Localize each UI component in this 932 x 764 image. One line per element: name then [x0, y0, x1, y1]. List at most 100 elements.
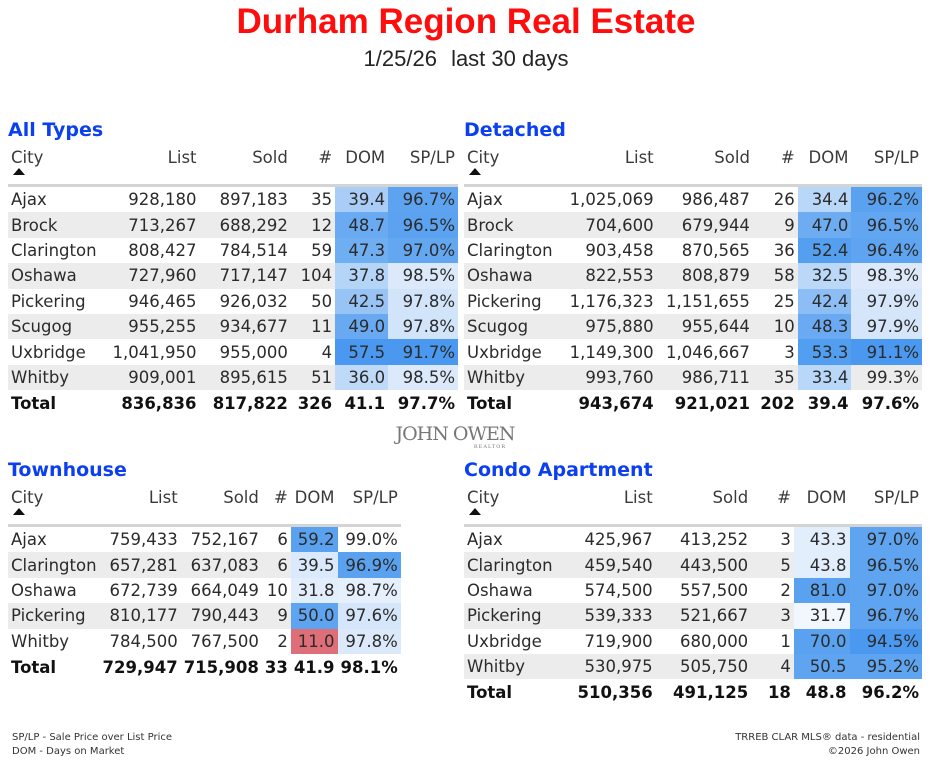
cell-splp: 91.1% — [851, 339, 922, 365]
cell-list: 1,041,950 — [112, 342, 197, 362]
sort-ascending-icon[interactable] — [469, 168, 481, 175]
cell-sold: 443,500 — [655, 552, 752, 578]
table-row[interactable]: Uxbridge 1,041,950 955,000 4 57.5 91.7% — [8, 339, 458, 365]
column-header-city[interactable]: City — [464, 484, 570, 527]
cell-city: Oshawa — [8, 263, 110, 289]
column-header-list[interactable]: List — [566, 144, 657, 187]
table-row[interactable]: Brock 704,600 679,944 9 47.0 96.5% — [464, 212, 922, 238]
table-row[interactable]: Ajax 1,025,069 986,487 26 34.4 96.2% — [464, 185, 922, 213]
table-row[interactable]: Scugog 955,255 934,677 11 49.0 97.8% — [8, 313, 458, 340]
table-row[interactable]: Oshawa 822,553 808,879 58 32.5 98.3% — [464, 263, 922, 289]
table-row[interactable]: Clarington 903,458 870,565 36 52.4 96.4% — [464, 237, 922, 264]
cell-dom: 11.0 — [290, 628, 338, 654]
cell-splp: 96.5% — [849, 552, 922, 578]
cell-splp: 96.7% — [388, 185, 458, 213]
table-row[interactable]: Oshawa 574,500 557,500 2 81.0 97.0% — [464, 577, 922, 604]
cell-city: Oshawa — [464, 263, 567, 289]
cell-splp: 98.7% — [337, 577, 401, 604]
column-header-count[interactable]: # — [751, 484, 794, 527]
cell-splp: 97.0% — [849, 577, 922, 604]
cell-sold: 1,046,667 — [665, 342, 750, 362]
column-header-list[interactable]: List — [569, 484, 656, 527]
table-row[interactable]: Ajax 928,180 897,183 35 39.4 96.7% — [8, 185, 458, 213]
table-row[interactable]: Oshawa 672,739 664,049 10 31.8 98.7% — [8, 577, 401, 604]
table-row[interactable]: Scugog 975,880 955,644 10 48.3 97.9% — [464, 313, 922, 340]
table-row[interactable]: Ajax 425,967 413,252 3 43.3 97.0% — [464, 525, 922, 553]
column-header-city[interactable]: City — [8, 484, 100, 527]
table-row[interactable]: Uxbridge 719,900 680,000 1 70.0 94.5% — [464, 628, 922, 654]
column-header-dom[interactable]: DOM — [797, 144, 852, 187]
table-row[interactable]: Pickering 1,176,323 1,151,655 25 42.4 97.9% — [464, 288, 922, 314]
column-header-list[interactable]: List — [109, 144, 200, 187]
total-sold: 491,125 — [673, 683, 749, 703]
table-row[interactable]: Pickering 810,177 790,443 9 50.0 97.6% — [8, 603, 401, 629]
cell-count: 9 — [261, 603, 291, 629]
cell-list: 539,333 — [569, 603, 656, 629]
cell-dom: 47.3 — [335, 237, 389, 264]
column-header-sold[interactable]: Sold — [199, 144, 291, 187]
column-header-city[interactable]: City — [464, 144, 567, 187]
table-row[interactable]: Clarington 459,540 443,500 5 43.8 96.5% — [464, 552, 922, 578]
table-row[interactable]: Ajax 759,433 752,167 6 59.2 99.0% — [8, 525, 401, 553]
column-header-count[interactable]: # — [752, 144, 798, 187]
cell-sold: 680,000 — [679, 631, 749, 651]
total-sold: 817,822 — [212, 394, 288, 414]
cell-city: Clarington — [11, 240, 97, 260]
total-sold: 715,908 — [183, 657, 259, 677]
table-row[interactable]: Oshawa 727,960 717,147 104 37.8 98.5% — [8, 263, 458, 289]
cell-city: Ajax — [11, 530, 47, 550]
cell-count: 4 — [751, 653, 794, 680]
cell-splp: 98.5% — [388, 263, 458, 289]
cell-list: 713,267 — [109, 212, 200, 238]
sort-ascending-icon[interactable] — [13, 508, 25, 515]
column-header-splp[interactable]: SP/LP — [337, 484, 401, 527]
section-title: Townhouse — [8, 459, 127, 481]
cell-list: 903,458 — [585, 240, 654, 260]
table-row[interactable]: Whitby 909,001 895,615 51 36.0 98.5% — [8, 364, 458, 391]
column-header-label: SP/LP — [352, 488, 398, 507]
sort-ascending-icon[interactable] — [469, 508, 481, 515]
table-row[interactable]: Whitby 784,500 767,500 2 11.0 97.8% — [8, 628, 401, 654]
table-row[interactable]: Uxbridge 1,149,300 1,046,667 3 53.3 91.1% — [464, 339, 922, 365]
table-row[interactable]: Brock 713,267 688,292 12 48.7 96.5% — [8, 212, 458, 238]
column-header-dom[interactable]: DOM — [335, 144, 389, 187]
column-header-count[interactable]: # — [261, 484, 291, 527]
column-header-list[interactable]: List — [99, 484, 181, 527]
table-row[interactable]: Whitby 530,975 505,750 4 50.5 95.2% — [464, 653, 922, 680]
cell-sold: 926,032 — [219, 291, 288, 311]
column-header-sold[interactable]: Sold — [656, 144, 753, 187]
cell-dom: 47.0 — [797, 212, 852, 238]
cell-sold: 767,500 — [190, 631, 259, 651]
column-header-dom[interactable]: DOM — [793, 484, 850, 527]
column-header-splp[interactable]: SP/LP — [851, 144, 922, 187]
cell-splp: 97.8% — [388, 288, 458, 314]
table-row[interactable]: Pickering 946,465 926,032 50 42.5 97.8% — [8, 288, 458, 314]
table-row[interactable]: Clarington 808,427 784,514 59 47.3 97.0% — [8, 237, 458, 264]
cell-list: 1,025,069 — [569, 190, 654, 210]
cell-count: 3 — [784, 342, 795, 362]
cell-sold: 870,565 — [681, 240, 750, 260]
section-title: Condo Apartment — [464, 459, 653, 481]
table-row[interactable]: Clarington 657,281 637,083 6 39.5 96.9% — [8, 552, 401, 578]
column-header-city[interactable]: City — [8, 144, 110, 187]
sort-ascending-icon[interactable] — [13, 168, 25, 175]
cell-list: 909,001 — [109, 364, 200, 391]
total-splp: 97.6% — [861, 394, 919, 414]
report-period: last 30 days — [451, 46, 569, 71]
column-header-dom[interactable]: DOM — [290, 484, 338, 527]
cell-splp: 98.5% — [388, 364, 458, 391]
total-city: Total — [11, 394, 57, 414]
cell-dom: 81.0 — [793, 577, 850, 604]
cell-count: 35 — [311, 190, 333, 210]
column-header-count[interactable]: # — [290, 144, 336, 187]
column-header-sold[interactable]: Sold — [655, 484, 752, 527]
cell-sold: 897,183 — [219, 190, 288, 210]
total-dom: 41.1 — [344, 394, 386, 414]
total-row: Total 510,356 491,125 18 48.8 96.2% — [464, 679, 922, 706]
column-header-splp[interactable]: SP/LP — [849, 484, 922, 527]
table-row[interactable]: Whitby 993,760 986,711 35 33.4 99.3% — [464, 364, 922, 391]
column-header-label: City — [467, 148, 500, 167]
column-header-splp[interactable]: SP/LP — [388, 144, 458, 187]
column-header-sold[interactable]: Sold — [180, 484, 262, 527]
table-row[interactable]: Pickering 539,333 521,667 3 31.7 96.7% — [464, 603, 922, 629]
